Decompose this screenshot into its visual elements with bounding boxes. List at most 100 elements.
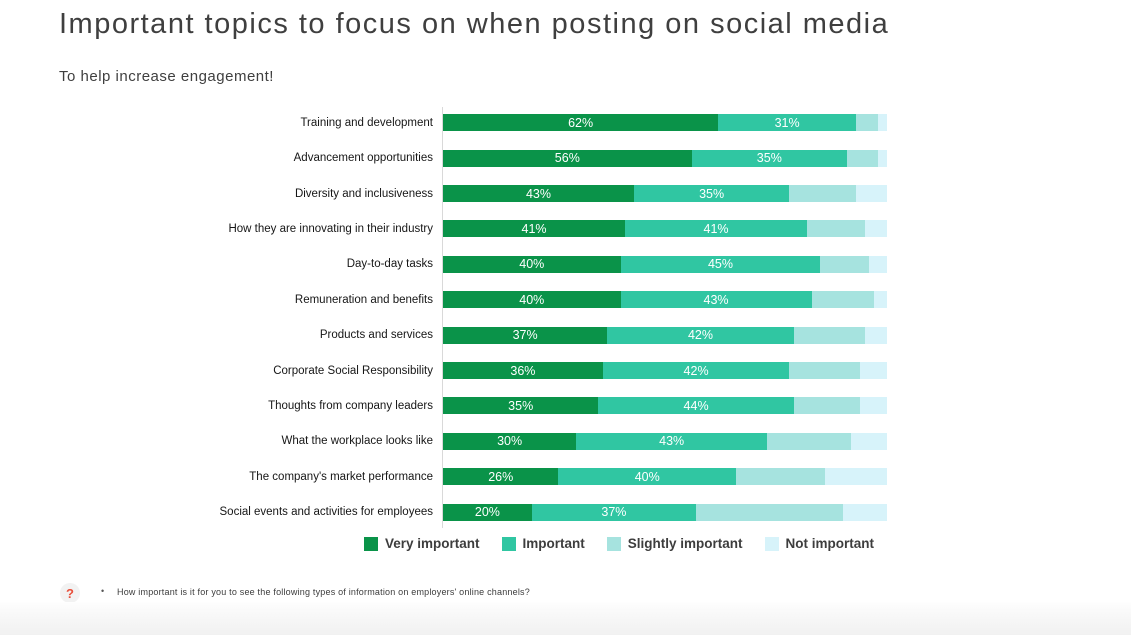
bar-segment-not-important [855, 185, 887, 203]
category-label: Advancement opportunities [293, 152, 433, 165]
stacked-bar: 35% 44% [443, 397, 887, 415]
category-label: Products and services [319, 329, 433, 342]
bar-segment-slightly-important [793, 397, 861, 415]
stacked-bar: 40% 43% [443, 291, 887, 309]
legend-label: Slightly important [627, 536, 743, 551]
bar-segment-very-important: 40% [443, 291, 621, 309]
bar-segment-slightly-important [811, 291, 874, 309]
legend-item-important: Important [501, 536, 585, 551]
bar-segment-not-important [878, 149, 887, 167]
bar-segment-important: 31% [718, 114, 856, 132]
stacked-bar-chart: Training and development 62% 31% Advancemen… [0, 105, 888, 530]
bar-segment-very-important: 41% [443, 220, 626, 238]
category-label: Thoughts from company leaders [268, 399, 433, 412]
bar-segment-very-important: 36% [443, 362, 603, 380]
chart-row: How they are innovating in their industr… [0, 211, 888, 246]
category-label: Corporate Social Responsibility [273, 364, 433, 377]
legend-label: Not important [785, 536, 875, 551]
footnote-question: How important is it for you to see the f… [117, 587, 530, 597]
bar-segment-important: 35% [691, 149, 848, 167]
bar-segment-very-important: 37% [443, 326, 608, 344]
bar-segment-slightly-important [736, 468, 825, 486]
category-label: How they are innovating in their industr… [228, 222, 433, 235]
bar-segment-very-important: 26% [443, 468, 559, 486]
stacked-bar: 36% 42% [443, 362, 887, 380]
chart-row: Training and development 62% 31% [0, 105, 888, 140]
chart-row: The company's market performance 26% 40% [0, 459, 888, 494]
bar-segment-not-important [864, 326, 887, 344]
footnote-bullet-icon: • [101, 586, 105, 596]
chart-rows: Training and development 62% 31% Advancemen… [0, 105, 888, 530]
bar-segment-not-important [842, 503, 887, 521]
chart-row: Day-to-day tasks 40% 45% [0, 247, 888, 282]
bar-segment-not-important [851, 432, 887, 450]
legend-swatch-not-important [764, 536, 779, 551]
chart-row: Remuneration and benefits 40% 43% [0, 282, 888, 317]
stacked-bar: 41% 41% [443, 220, 887, 238]
bar-segment-important: 37% [531, 503, 697, 521]
bar-segment-very-important: 30% [443, 432, 577, 450]
legend-label: Very important [385, 536, 480, 551]
stacked-bar: 30% 43% [443, 432, 887, 450]
category-label: Remuneration and benefits [294, 293, 433, 306]
bar-segment-very-important: 40% [443, 255, 621, 273]
stacked-bar: 43% 35% [443, 185, 887, 203]
bar-segment-important: 43% [576, 432, 768, 450]
bar-segment-not-important [864, 220, 887, 238]
legend-item-slightly-important: Slightly important [606, 536, 743, 551]
stacked-bar: 26% 40% [443, 468, 887, 486]
bar-segment-not-important [878, 114, 887, 132]
axis-baseline [442, 107, 443, 528]
bar-segment-very-important: 43% [443, 185, 634, 203]
legend-item-very-important: Very important [364, 536, 480, 551]
bar-segment-slightly-important [847, 149, 879, 167]
legend-swatch-important [501, 536, 516, 551]
chart-row: Thoughts from company leaders 35% 44% [0, 388, 888, 423]
bar-segment-slightly-important [855, 114, 879, 132]
stacked-bar: 56% 35% [443, 149, 887, 167]
bar-segment-very-important: 20% [443, 503, 532, 521]
bar-segment-slightly-important [696, 503, 843, 521]
legend-label: Important [522, 536, 585, 551]
bar-segment-slightly-important [767, 432, 852, 450]
category-label: What the workplace looks like [281, 435, 433, 448]
bar-segment-slightly-important [807, 220, 865, 238]
page-subtitle: To help increase engagement! [59, 68, 274, 85]
bar-segment-important: 40% [558, 468, 737, 486]
chart-row: Products and services 37% 42% [0, 317, 888, 352]
bar-segment-slightly-important [789, 362, 861, 380]
page-title: Important topics to focus on when postin… [59, 8, 890, 40]
bar-segment-important: 43% [620, 291, 812, 309]
bar-segment-slightly-important [793, 326, 865, 344]
stacked-bar: 37% 42% [443, 326, 887, 344]
bar-segment-very-important: 35% [443, 397, 599, 415]
stacked-bar: 62% 31% [443, 114, 887, 132]
stacked-bar: 20% 37% [443, 503, 887, 521]
chart-row: Social events and activities for employe… [0, 494, 888, 529]
legend-item-not-important: Not important [764, 536, 875, 551]
bar-segment-not-important [860, 362, 887, 380]
bar-segment-slightly-important [820, 255, 870, 273]
chart-row: What the workplace looks like 30% 43% [0, 424, 888, 459]
chart-row: Advancement opportunities 56% 35% [0, 140, 888, 175]
bar-segment-not-important [824, 468, 887, 486]
bar-segment-important: 41% [625, 220, 808, 238]
category-label: Day-to-day tasks [346, 258, 433, 271]
bar-segment-important: 42% [602, 362, 790, 380]
category-label: The company's market performance [249, 470, 433, 483]
bar-segment-important: 35% [633, 185, 790, 203]
footnote: ? • How important is it for you to see t… [0, 580, 1131, 606]
chart-row: Corporate Social Responsibility 36% 42% [0, 353, 888, 388]
bar-segment-not-important [869, 255, 887, 273]
bar-segment-important: 45% [620, 255, 821, 273]
category-label: Training and development [300, 116, 433, 129]
legend-swatch-slightly-important [606, 536, 621, 551]
page-bottom-gradient [0, 602, 1131, 635]
legend-swatch-very-important [364, 536, 378, 551]
bar-segment-not-important [873, 291, 887, 309]
bar-segment-important: 42% [607, 326, 794, 344]
help-icon[interactable]: ? [60, 583, 80, 603]
chart-legend: Very important Important Slightly import… [364, 536, 874, 551]
bar-segment-not-important [860, 397, 887, 415]
